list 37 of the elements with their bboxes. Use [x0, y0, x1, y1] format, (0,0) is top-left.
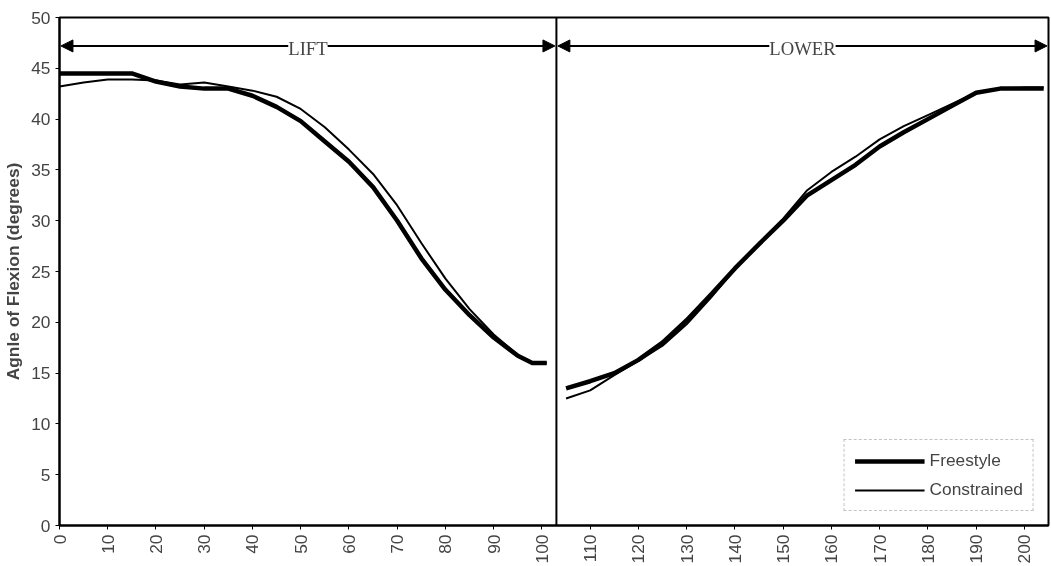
x-tick-label: 130 — [676, 534, 697, 564]
legend-label: Constrained — [929, 479, 1023, 500]
y-tick-label: 30 — [31, 210, 51, 231]
x-tick-label: 170 — [869, 534, 890, 564]
x-tick-label: 50 — [290, 534, 311, 554]
y-tick-label: 45 — [31, 58, 51, 79]
y-tick-label: 50 — [31, 7, 51, 28]
x-tick-label: 140 — [724, 534, 745, 564]
x-tick-label: 200 — [1014, 534, 1035, 564]
x-tick-label: 180 — [917, 534, 938, 564]
annotation: LOWER — [769, 38, 837, 60]
y-tick-label: 15 — [31, 363, 51, 384]
y-tick-label: 0 — [40, 515, 51, 536]
x-tick-label: 90 — [483, 534, 504, 554]
y-tick-label: 10 — [31, 413, 51, 434]
x-tick-label: 80 — [435, 534, 456, 554]
x-tick-label: 0 — [49, 534, 70, 545]
x-tick-label: 10 — [97, 534, 118, 554]
x-tick-label: 100 — [531, 534, 552, 564]
y-tick-label: 35 — [31, 159, 51, 180]
legend-label: Freestyle — [929, 450, 1001, 471]
y-tick-label: 20 — [31, 312, 51, 333]
x-tick-label: 160 — [821, 534, 842, 564]
x-tick-label: 150 — [773, 534, 794, 564]
x-tick-label: 30 — [194, 534, 215, 554]
x-tick-label: 20 — [145, 534, 166, 554]
annotation: LIFT — [288, 38, 329, 60]
x-tick-label: 120 — [628, 534, 649, 564]
x-tick-label: 110 — [580, 534, 601, 563]
y-tick-label: 25 — [31, 261, 51, 282]
y-axis-title: Agnle of Flexion (degrees) — [3, 162, 24, 381]
x-tick-label: 190 — [966, 534, 987, 564]
x-tick-label: 70 — [387, 534, 408, 554]
x-tick-label: 60 — [338, 534, 359, 554]
y-tick-label: 5 — [40, 464, 51, 485]
x-tick-label: 40 — [242, 534, 263, 554]
y-tick-label: 40 — [31, 109, 51, 130]
